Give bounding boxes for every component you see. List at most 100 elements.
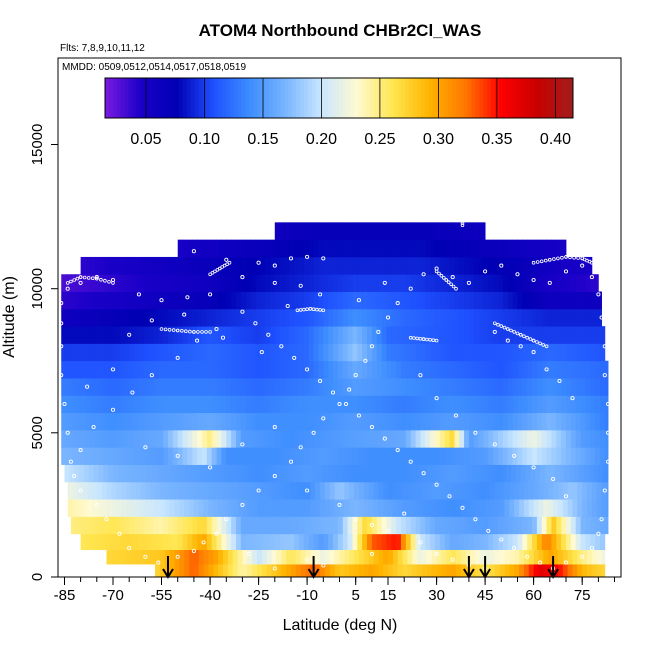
colorbar-swatch bbox=[241, 78, 246, 118]
sample-point bbox=[421, 272, 426, 277]
heat-cell bbox=[221, 360, 227, 379]
heat-cell bbox=[512, 360, 518, 379]
heat-cell bbox=[420, 343, 426, 362]
sample-track-point bbox=[171, 328, 176, 332]
sample-point bbox=[596, 531, 601, 536]
heat-cell bbox=[245, 533, 251, 551]
heat-cell bbox=[192, 378, 198, 396]
heat-cell bbox=[80, 343, 86, 362]
heat-cell bbox=[444, 412, 450, 431]
heat-cell bbox=[135, 481, 141, 500]
heat-cell bbox=[192, 447, 198, 465]
colorbar-swatch bbox=[440, 78, 445, 118]
heat-cell bbox=[66, 429, 72, 448]
heat-cell bbox=[231, 533, 237, 551]
heat-cell bbox=[410, 256, 416, 275]
heat-cell bbox=[520, 464, 526, 483]
heat-cell bbox=[425, 360, 431, 379]
heat-cell bbox=[347, 378, 353, 396]
heat-cell bbox=[565, 395, 572, 414]
heat-cell bbox=[255, 343, 261, 362]
heat-cell bbox=[284, 256, 290, 275]
heat-cell bbox=[489, 549, 496, 565]
heat-cell bbox=[501, 464, 507, 483]
heat-cell bbox=[522, 429, 528, 448]
heat-cell bbox=[169, 481, 175, 500]
heat-cell bbox=[66, 308, 72, 327]
heat-cell bbox=[203, 481, 209, 500]
heat-cell bbox=[498, 326, 504, 344]
colorbar-swatch bbox=[105, 78, 110, 118]
heat-cell bbox=[187, 274, 193, 292]
heat-cell bbox=[219, 464, 226, 483]
heat-cell bbox=[362, 291, 368, 310]
heat-cell bbox=[439, 378, 446, 396]
heat-cell bbox=[300, 549, 306, 565]
sample-track-point bbox=[449, 282, 453, 287]
colorbar-swatch bbox=[167, 78, 172, 118]
heat-cell bbox=[446, 499, 452, 517]
heat-cell bbox=[114, 533, 120, 551]
colorbar-swatch bbox=[413, 78, 418, 118]
heat-cell bbox=[475, 549, 481, 565]
heat-cell bbox=[82, 481, 88, 500]
sample-point bbox=[347, 387, 352, 392]
sample-point bbox=[460, 505, 465, 510]
heat-cell bbox=[483, 378, 489, 396]
heat-cell bbox=[434, 308, 441, 327]
heat-cell bbox=[337, 308, 344, 327]
heat-cell bbox=[454, 412, 460, 431]
heat-cell bbox=[124, 429, 130, 448]
heat-cell bbox=[430, 326, 436, 344]
sample-track-point bbox=[99, 277, 103, 282]
heat-cell bbox=[231, 256, 237, 275]
heat-cell bbox=[420, 308, 426, 327]
heat-cell bbox=[517, 378, 523, 396]
heat-cell bbox=[189, 564, 195, 578]
colorbar-swatch bbox=[385, 78, 391, 118]
sample-point bbox=[512, 546, 517, 551]
heat-cell bbox=[507, 429, 513, 448]
heat-cell bbox=[299, 291, 305, 310]
heat-cell bbox=[129, 291, 135, 310]
heat-cell bbox=[134, 256, 140, 275]
heat-cell bbox=[163, 360, 169, 379]
sample-point bbox=[318, 378, 323, 383]
heat-cell bbox=[488, 395, 494, 414]
heat-cell bbox=[498, 308, 504, 327]
heat-cell bbox=[504, 481, 510, 500]
heat-cell bbox=[599, 516, 606, 535]
heat-cell bbox=[480, 481, 486, 500]
heat-cell bbox=[601, 549, 606, 565]
heat-cell bbox=[556, 378, 562, 396]
heat-cell bbox=[172, 274, 179, 292]
heat-cell bbox=[532, 360, 538, 379]
heat-cell bbox=[376, 326, 382, 344]
colorbar-swatch bbox=[112, 78, 118, 118]
heat-cell bbox=[434, 516, 441, 535]
heat-cell bbox=[308, 274, 315, 292]
heat-cell bbox=[129, 378, 135, 396]
heat-cell bbox=[536, 412, 543, 431]
sample-track-point bbox=[446, 280, 451, 285]
heat-cell bbox=[168, 516, 174, 535]
heat-cell bbox=[478, 395, 484, 414]
heat-cell bbox=[138, 429, 145, 448]
heat-cell bbox=[337, 343, 344, 362]
heat-cell bbox=[337, 395, 344, 414]
heat-cell bbox=[206, 516, 213, 535]
heat-cell bbox=[464, 326, 470, 344]
heat-cell bbox=[551, 239, 557, 258]
colorbar-swatch bbox=[467, 78, 473, 118]
heat-cell bbox=[114, 395, 120, 414]
heat-cell bbox=[441, 481, 447, 500]
heat-cell bbox=[415, 429, 421, 448]
heat-cell bbox=[358, 564, 365, 578]
heat-cell bbox=[488, 274, 494, 292]
heat-cell bbox=[75, 447, 82, 465]
heat-cell bbox=[177, 378, 183, 396]
heat-cell bbox=[517, 239, 523, 258]
heat-cell bbox=[226, 308, 232, 327]
heat-cell bbox=[455, 499, 462, 517]
heat-cell bbox=[104, 308, 111, 327]
